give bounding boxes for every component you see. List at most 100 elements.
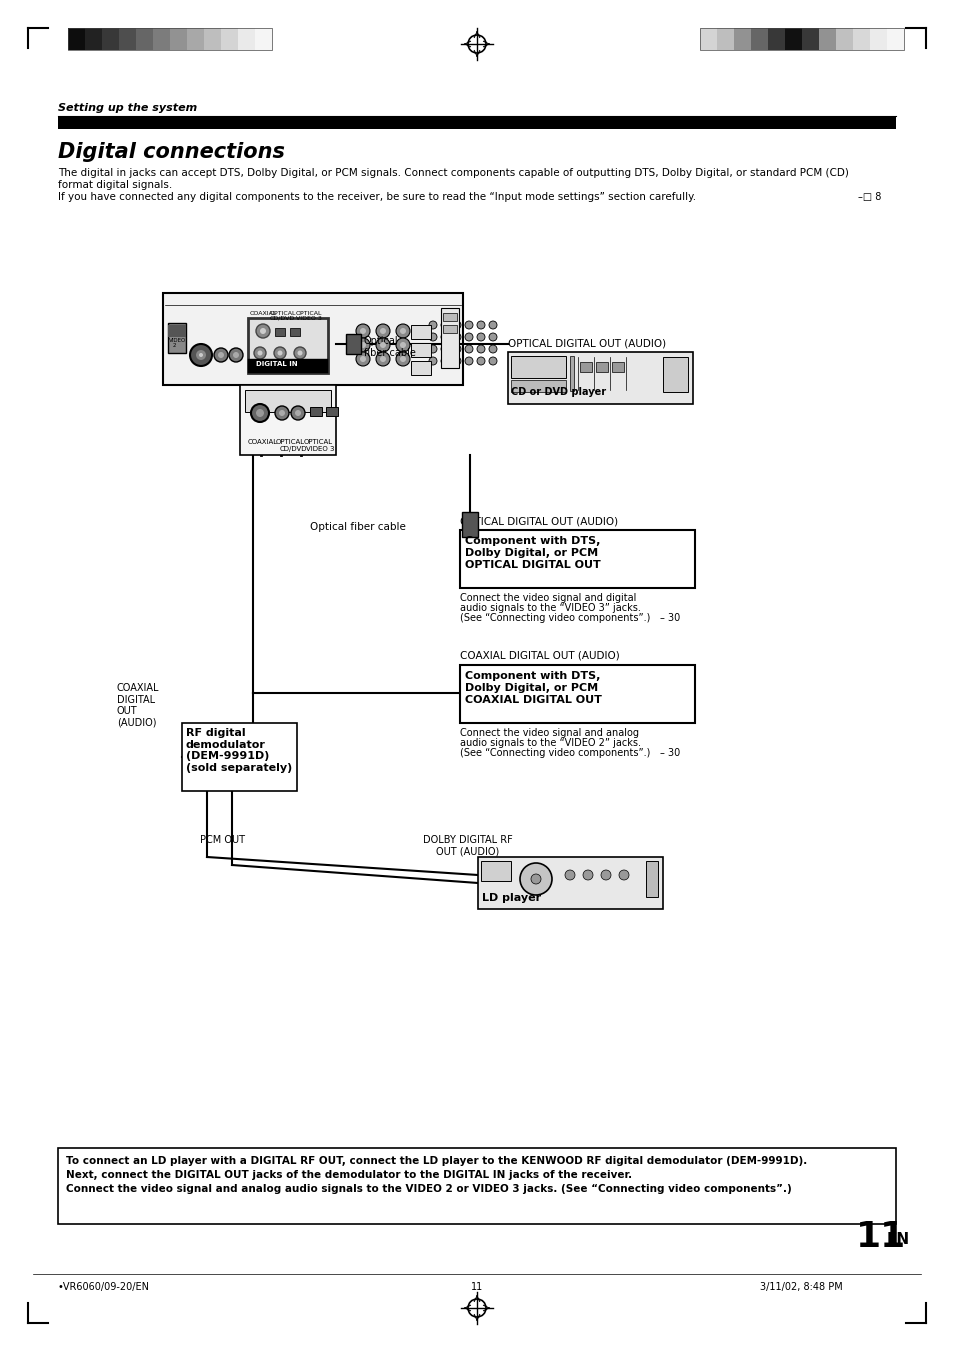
Bar	[170, 28, 187, 50]
Bar	[119, 28, 136, 50]
Text: 11: 11	[855, 1220, 905, 1254]
Circle shape	[600, 870, 610, 880]
Text: COAXIAL DIGITAL OUT: COAXIAL DIGITAL OUT	[464, 694, 601, 705]
Circle shape	[429, 322, 436, 330]
Bar	[801, 28, 818, 50]
Circle shape	[489, 357, 497, 365]
Bar	[579, 362, 592, 372]
Text: DOLBY DIGITAL RF
OUT (AUDIO): DOLBY DIGITAL RF OUT (AUDIO)	[423, 835, 513, 857]
Circle shape	[375, 353, 390, 366]
Bar	[459, 530, 695, 588]
Bar	[440, 308, 458, 367]
Bar	[237, 28, 254, 50]
Text: 2: 2	[172, 343, 176, 349]
Bar	[442, 326, 456, 332]
Text: CD/DVD: CD/DVD	[270, 316, 294, 322]
Text: 11: 11	[471, 1282, 482, 1292]
Circle shape	[260, 328, 266, 334]
Circle shape	[464, 357, 473, 365]
Text: EN: EN	[886, 1232, 909, 1247]
Text: (See “Connecting video components”.): (See “Connecting video components”.)	[459, 748, 650, 758]
Text: Component with DTS,: Component with DTS,	[464, 671, 599, 681]
Bar	[182, 723, 296, 790]
Text: •VR6060/09-20/EN: •VR6060/09-20/EN	[58, 1282, 150, 1292]
Circle shape	[440, 357, 449, 365]
Circle shape	[251, 404, 269, 422]
Text: OPTICAL: OPTICAL	[304, 439, 333, 444]
Bar	[411, 326, 431, 339]
Bar	[645, 861, 658, 897]
Bar	[750, 28, 767, 50]
Text: 3/11/02, 8:48 PM: 3/11/02, 8:48 PM	[760, 1282, 841, 1292]
Text: CD or DVD player: CD or DVD player	[511, 386, 605, 397]
Circle shape	[464, 345, 473, 353]
Circle shape	[395, 338, 410, 353]
Circle shape	[399, 357, 406, 362]
Bar	[700, 28, 903, 50]
Circle shape	[618, 870, 628, 880]
Circle shape	[375, 338, 390, 353]
Circle shape	[379, 342, 386, 349]
Text: OPTICAL: OPTICAL	[270, 311, 296, 316]
Circle shape	[429, 332, 436, 340]
Bar	[248, 359, 328, 373]
Text: OPTICAL: OPTICAL	[295, 311, 322, 316]
Circle shape	[395, 353, 410, 366]
Circle shape	[476, 345, 484, 353]
Circle shape	[294, 409, 301, 416]
Text: CD/DVD: CD/DVD	[280, 446, 307, 453]
Bar	[187, 28, 204, 50]
Circle shape	[199, 353, 203, 357]
Text: To connect an LD player with a DIGITAL RF OUT, connect the LD player to the KENW: To connect an LD player with a DIGITAL R…	[66, 1156, 806, 1166]
Text: LD player: LD player	[481, 893, 540, 902]
Circle shape	[429, 357, 436, 365]
Bar	[58, 1148, 895, 1224]
Text: OPTICAL DIGITAL OUT (AUDIO): OPTICAL DIGITAL OUT (AUDIO)	[507, 338, 665, 349]
Text: COAXIAL
DIGITAL
OUT
(AUDIO): COAXIAL DIGITAL OUT (AUDIO)	[117, 684, 159, 728]
Circle shape	[399, 342, 406, 349]
Text: VIDEO 3: VIDEO 3	[306, 446, 335, 453]
Bar	[411, 361, 431, 376]
Text: Component with DTS,: Component with DTS,	[464, 536, 599, 546]
Bar	[58, 118, 895, 128]
Text: Connect the video signal and analog audio signals to the VIDEO 2 or VIDEO 3 jack: Connect the video signal and analog audi…	[66, 1183, 791, 1194]
Bar	[477, 857, 662, 909]
Circle shape	[379, 328, 386, 334]
Bar	[221, 28, 237, 50]
Text: Optical fiber cable: Optical fiber cable	[310, 521, 405, 532]
Text: COAXIAL: COAXIAL	[248, 439, 278, 444]
Bar	[852, 28, 869, 50]
Text: format digital signals.: format digital signals.	[58, 180, 172, 190]
Circle shape	[531, 874, 540, 884]
Circle shape	[476, 322, 484, 330]
Bar	[767, 28, 784, 50]
Text: Optical
fiber cable: Optical fiber cable	[364, 336, 416, 358]
Circle shape	[464, 322, 473, 330]
Circle shape	[291, 407, 305, 420]
Circle shape	[440, 332, 449, 340]
Text: –□ 8: –□ 8	[857, 192, 881, 203]
Bar	[569, 357, 574, 390]
Bar	[310, 407, 322, 416]
Circle shape	[253, 347, 266, 359]
Bar	[85, 28, 102, 50]
Circle shape	[255, 324, 270, 338]
Bar	[204, 28, 221, 50]
Circle shape	[489, 322, 497, 330]
Bar	[248, 317, 328, 373]
Bar	[68, 28, 85, 50]
Circle shape	[582, 870, 593, 880]
Circle shape	[476, 357, 484, 365]
Bar	[346, 334, 360, 354]
Circle shape	[255, 409, 264, 417]
Circle shape	[213, 349, 228, 362]
Text: audio signals to the “VIDEO 2” jacks.: audio signals to the “VIDEO 2” jacks.	[459, 738, 640, 748]
Circle shape	[395, 324, 410, 338]
Bar	[784, 28, 801, 50]
Bar	[163, 293, 462, 385]
Text: Connect the video signal and digital: Connect the video signal and digital	[459, 593, 636, 603]
Text: COAXIAL: COAXIAL	[250, 311, 277, 316]
Bar	[442, 313, 456, 322]
Circle shape	[476, 332, 484, 340]
Circle shape	[453, 345, 460, 353]
